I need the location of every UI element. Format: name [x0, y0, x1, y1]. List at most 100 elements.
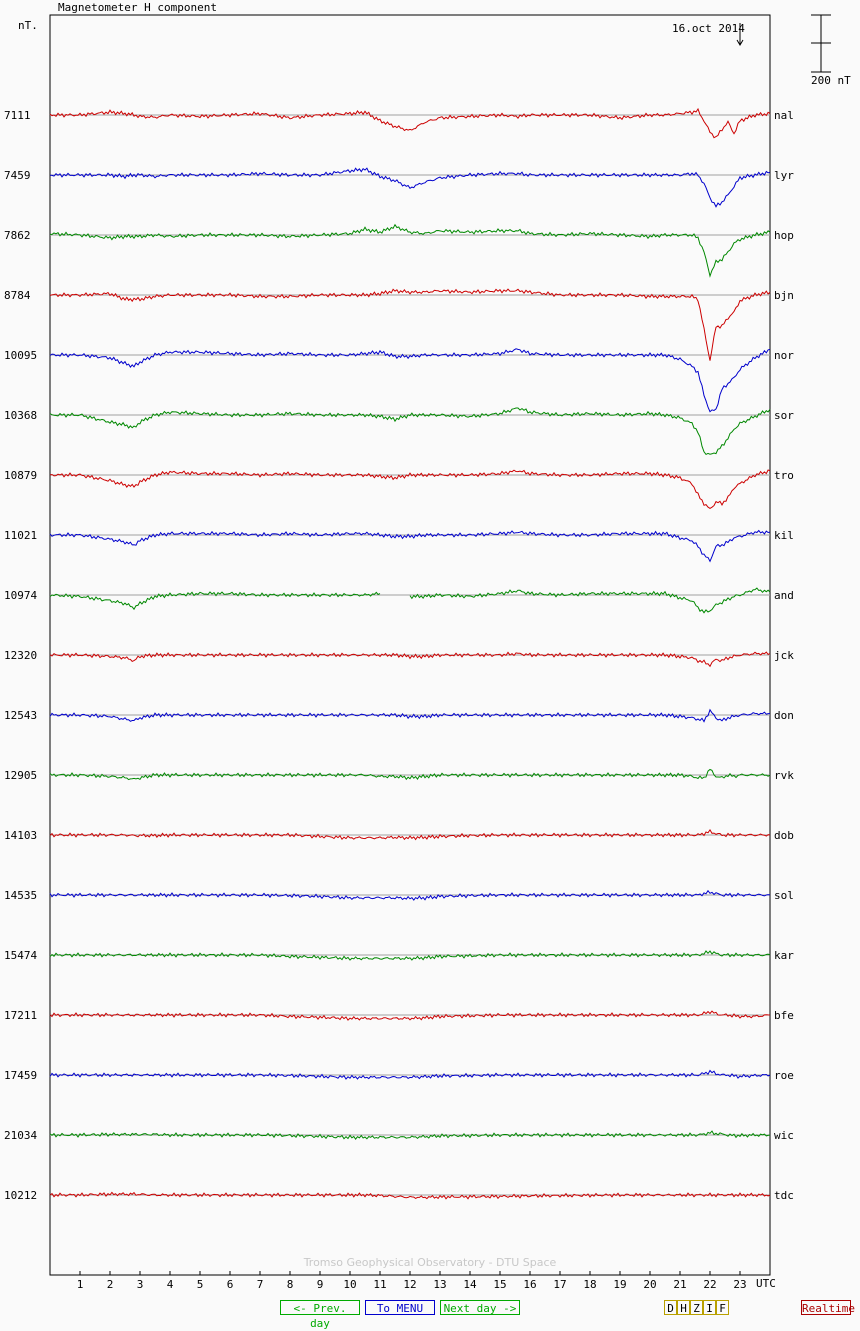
- station-label-sol: sol: [774, 889, 794, 902]
- baseline-value-bfe: 17211: [4, 1009, 38, 1022]
- x-tick-label-3: 3: [137, 1278, 144, 1291]
- scale-label: 200 nT: [811, 74, 851, 87]
- x-tick-label-21: 21: [673, 1278, 686, 1291]
- y-unit-label: nT.: [18, 19, 38, 32]
- station-label-nor: nor: [774, 349, 794, 362]
- x-tick-label-18: 18: [583, 1278, 596, 1291]
- baseline-value-lyr: 7459: [4, 169, 31, 182]
- trace-bfe: [49, 1010, 771, 1021]
- x-tick-label-13: 13: [433, 1278, 446, 1291]
- x-tick-label-1: 1: [77, 1278, 84, 1291]
- trace-tro: [49, 469, 771, 509]
- baseline-value-tro: 10879: [4, 469, 38, 482]
- trace-kar: [49, 950, 771, 961]
- baseline-value-roe: 17459: [4, 1069, 38, 1082]
- station-label-tdc: tdc: [774, 1189, 794, 1202]
- baseline-value-and: 10974: [4, 589, 38, 602]
- baseline-value-sor: 10368: [4, 409, 38, 422]
- trace-roe: [49, 1069, 771, 1080]
- station-label-rvk: rvk: [774, 769, 794, 782]
- component-h-button[interactable]: H: [677, 1300, 690, 1315]
- station-label-hop: hop: [774, 229, 794, 242]
- baseline-value-kar: 15474: [4, 949, 38, 962]
- x-tick-label-17: 17: [553, 1278, 566, 1291]
- station-label-nal: nal: [774, 109, 794, 122]
- x-tick-label-9: 9: [317, 1278, 324, 1291]
- plot-frame: [49, 14, 771, 1276]
- date-arrow: [736, 23, 744, 46]
- chart-title: Magnetometer H component: [58, 1, 217, 14]
- baseline-value-kil: 11021: [4, 529, 38, 542]
- station-label-tro: tro: [774, 469, 794, 482]
- station-label-roe: roe: [774, 1069, 794, 1082]
- component-i-button[interactable]: I: [703, 1300, 716, 1315]
- baseline-value-nal: 7111: [4, 109, 31, 122]
- realtime-button[interactable]: Realtime: [801, 1300, 855, 1315]
- baseline-value-rvk: 12905: [4, 769, 38, 782]
- station-label-sor: sor: [774, 409, 794, 422]
- baseline-value-don: 12543: [4, 709, 38, 722]
- x-tick-label-5: 5: [197, 1278, 204, 1291]
- x-tick-label-11: 11: [373, 1278, 386, 1291]
- x-tick-label-16: 16: [523, 1278, 536, 1291]
- date-label: 16.oct 2014: [672, 22, 745, 35]
- component-z-button[interactable]: Z: [690, 1300, 703, 1315]
- trace-and-seg0: [49, 591, 381, 611]
- station-label-kil: kil: [774, 529, 794, 542]
- scale-bar: [811, 14, 831, 73]
- station-label-kar: kar: [774, 949, 794, 962]
- baseline-value-bjn: 8784: [4, 289, 31, 302]
- x-tick-label-6: 6: [227, 1278, 234, 1291]
- x-tick-label-8: 8: [287, 1278, 294, 1291]
- x-tick-label-22: 22: [703, 1278, 716, 1291]
- trace-tdc: [49, 1191, 771, 1200]
- baseline-value-wic: 21034: [4, 1129, 38, 1142]
- baseline-value-hop: 7862: [4, 229, 31, 242]
- x-tick-label-7: 7: [257, 1278, 264, 1291]
- prev-day-button[interactable]: <- Prev. day: [280, 1300, 360, 1330]
- trace-bjn: [49, 288, 771, 361]
- trace-kil: [49, 529, 771, 563]
- x-axis-label: UTC: [756, 1277, 776, 1290]
- x-tick-label-20: 20: [643, 1278, 656, 1291]
- to-menu-button[interactable]: To MENU: [365, 1300, 435, 1315]
- trace-nal: [49, 107, 771, 139]
- trace-sol: [49, 889, 771, 901]
- trace-sor: [49, 407, 771, 456]
- station-label-and: and: [774, 589, 794, 602]
- baseline-value-dob: 14103: [4, 829, 38, 842]
- trace-hop: [50, 223, 771, 278]
- trace-don: [49, 708, 770, 723]
- trace-rvk: [49, 768, 771, 781]
- next-day-button[interactable]: Next day ->: [440, 1300, 520, 1315]
- baseline-value-tdc: 10212: [4, 1189, 38, 1202]
- trace-and-seg1: [409, 587, 771, 614]
- trace-dob: [49, 828, 771, 841]
- x-tick-label-14: 14: [463, 1278, 477, 1291]
- component-d-button[interactable]: D: [664, 1300, 677, 1315]
- component-f-button[interactable]: F: [716, 1300, 729, 1315]
- x-tick-label-10: 10: [343, 1278, 356, 1291]
- station-label-lyr: lyr: [774, 169, 794, 182]
- station-label-dob: dob: [774, 829, 794, 842]
- baseline-value-jck: 12320: [4, 649, 38, 662]
- x-tick-label-19: 19: [613, 1278, 626, 1291]
- trace-wic: [49, 1130, 771, 1140]
- trace-lyr: [49, 167, 771, 208]
- credit-text: Tromso Geophysical Observatory - DTU Spa…: [303, 1256, 557, 1269]
- x-tick-label-12: 12: [403, 1278, 416, 1291]
- x-tick-label-2: 2: [107, 1278, 114, 1291]
- baseline-value-sol: 14535: [4, 889, 38, 902]
- station-label-jck: jck: [774, 649, 794, 662]
- station-label-wic: wic: [774, 1129, 794, 1142]
- station-label-don: don: [774, 709, 794, 722]
- station-label-bjn: bjn: [774, 289, 794, 302]
- trace-nor: [49, 348, 771, 413]
- station-label-bfe: bfe: [774, 1009, 794, 1022]
- x-tick-label-4: 4: [167, 1278, 174, 1291]
- baseline-value-nor: 10095: [4, 349, 38, 362]
- trace-jck: [49, 651, 771, 668]
- x-tick-label-15: 15: [493, 1278, 506, 1291]
- x-tick-label-23: 23: [733, 1278, 746, 1291]
